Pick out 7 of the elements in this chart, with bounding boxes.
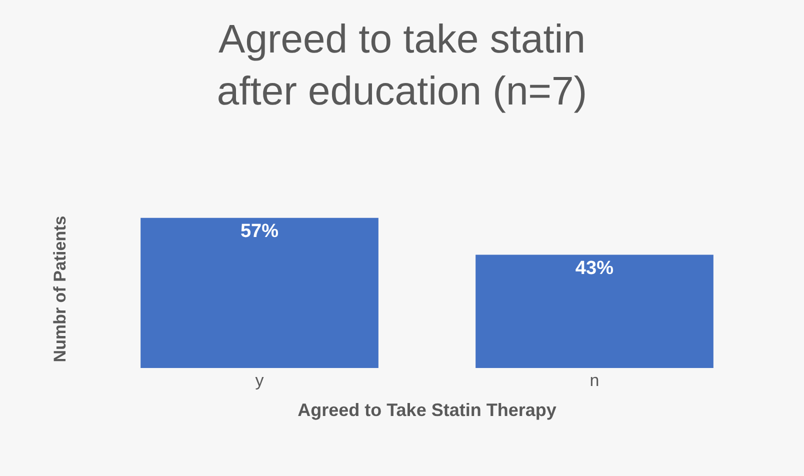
chart-title: Agreed to take statin after education (n=7) — [216, 17, 588, 114]
x-axis-title: Agreed to Take Statin Therapy — [298, 400, 556, 420]
x-tick-label: n — [590, 371, 600, 390]
data-label: 57% — [240, 220, 279, 242]
y-axis-title: Numbr of Patients — [50, 216, 70, 362]
data-label: 43% — [575, 258, 614, 279]
x-tick-label: y — [255, 371, 264, 390]
